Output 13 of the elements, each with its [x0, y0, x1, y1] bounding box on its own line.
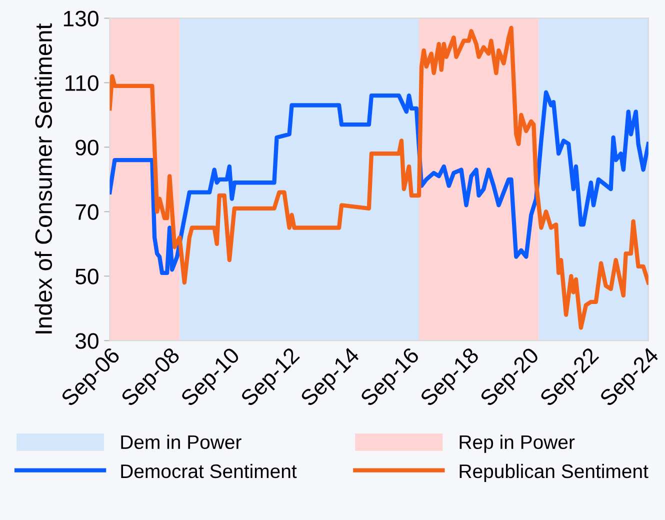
- y-tick-label: 30: [75, 333, 98, 349]
- y-axis-title: Index of Consumer Sentiment: [34, 23, 52, 334]
- line-series: [110, 90, 648, 275]
- y-tick-label: 90: [76, 140, 98, 156]
- legend-label: Republican Sentiment: [460, 464, 648, 482]
- legend-label: Rep in Power: [460, 434, 575, 453]
- y-tick-label: 50: [75, 268, 98, 284]
- legend-label: Democrat Sentiment: [121, 464, 297, 478]
- line-series: [110, 26, 648, 330]
- y-tick-label: 130: [64, 10, 98, 26]
- y-tick-label: 110: [66, 75, 98, 91]
- y-tick-label: 70: [76, 204, 98, 220]
- legend-label: Dem in Power: [121, 434, 242, 450]
